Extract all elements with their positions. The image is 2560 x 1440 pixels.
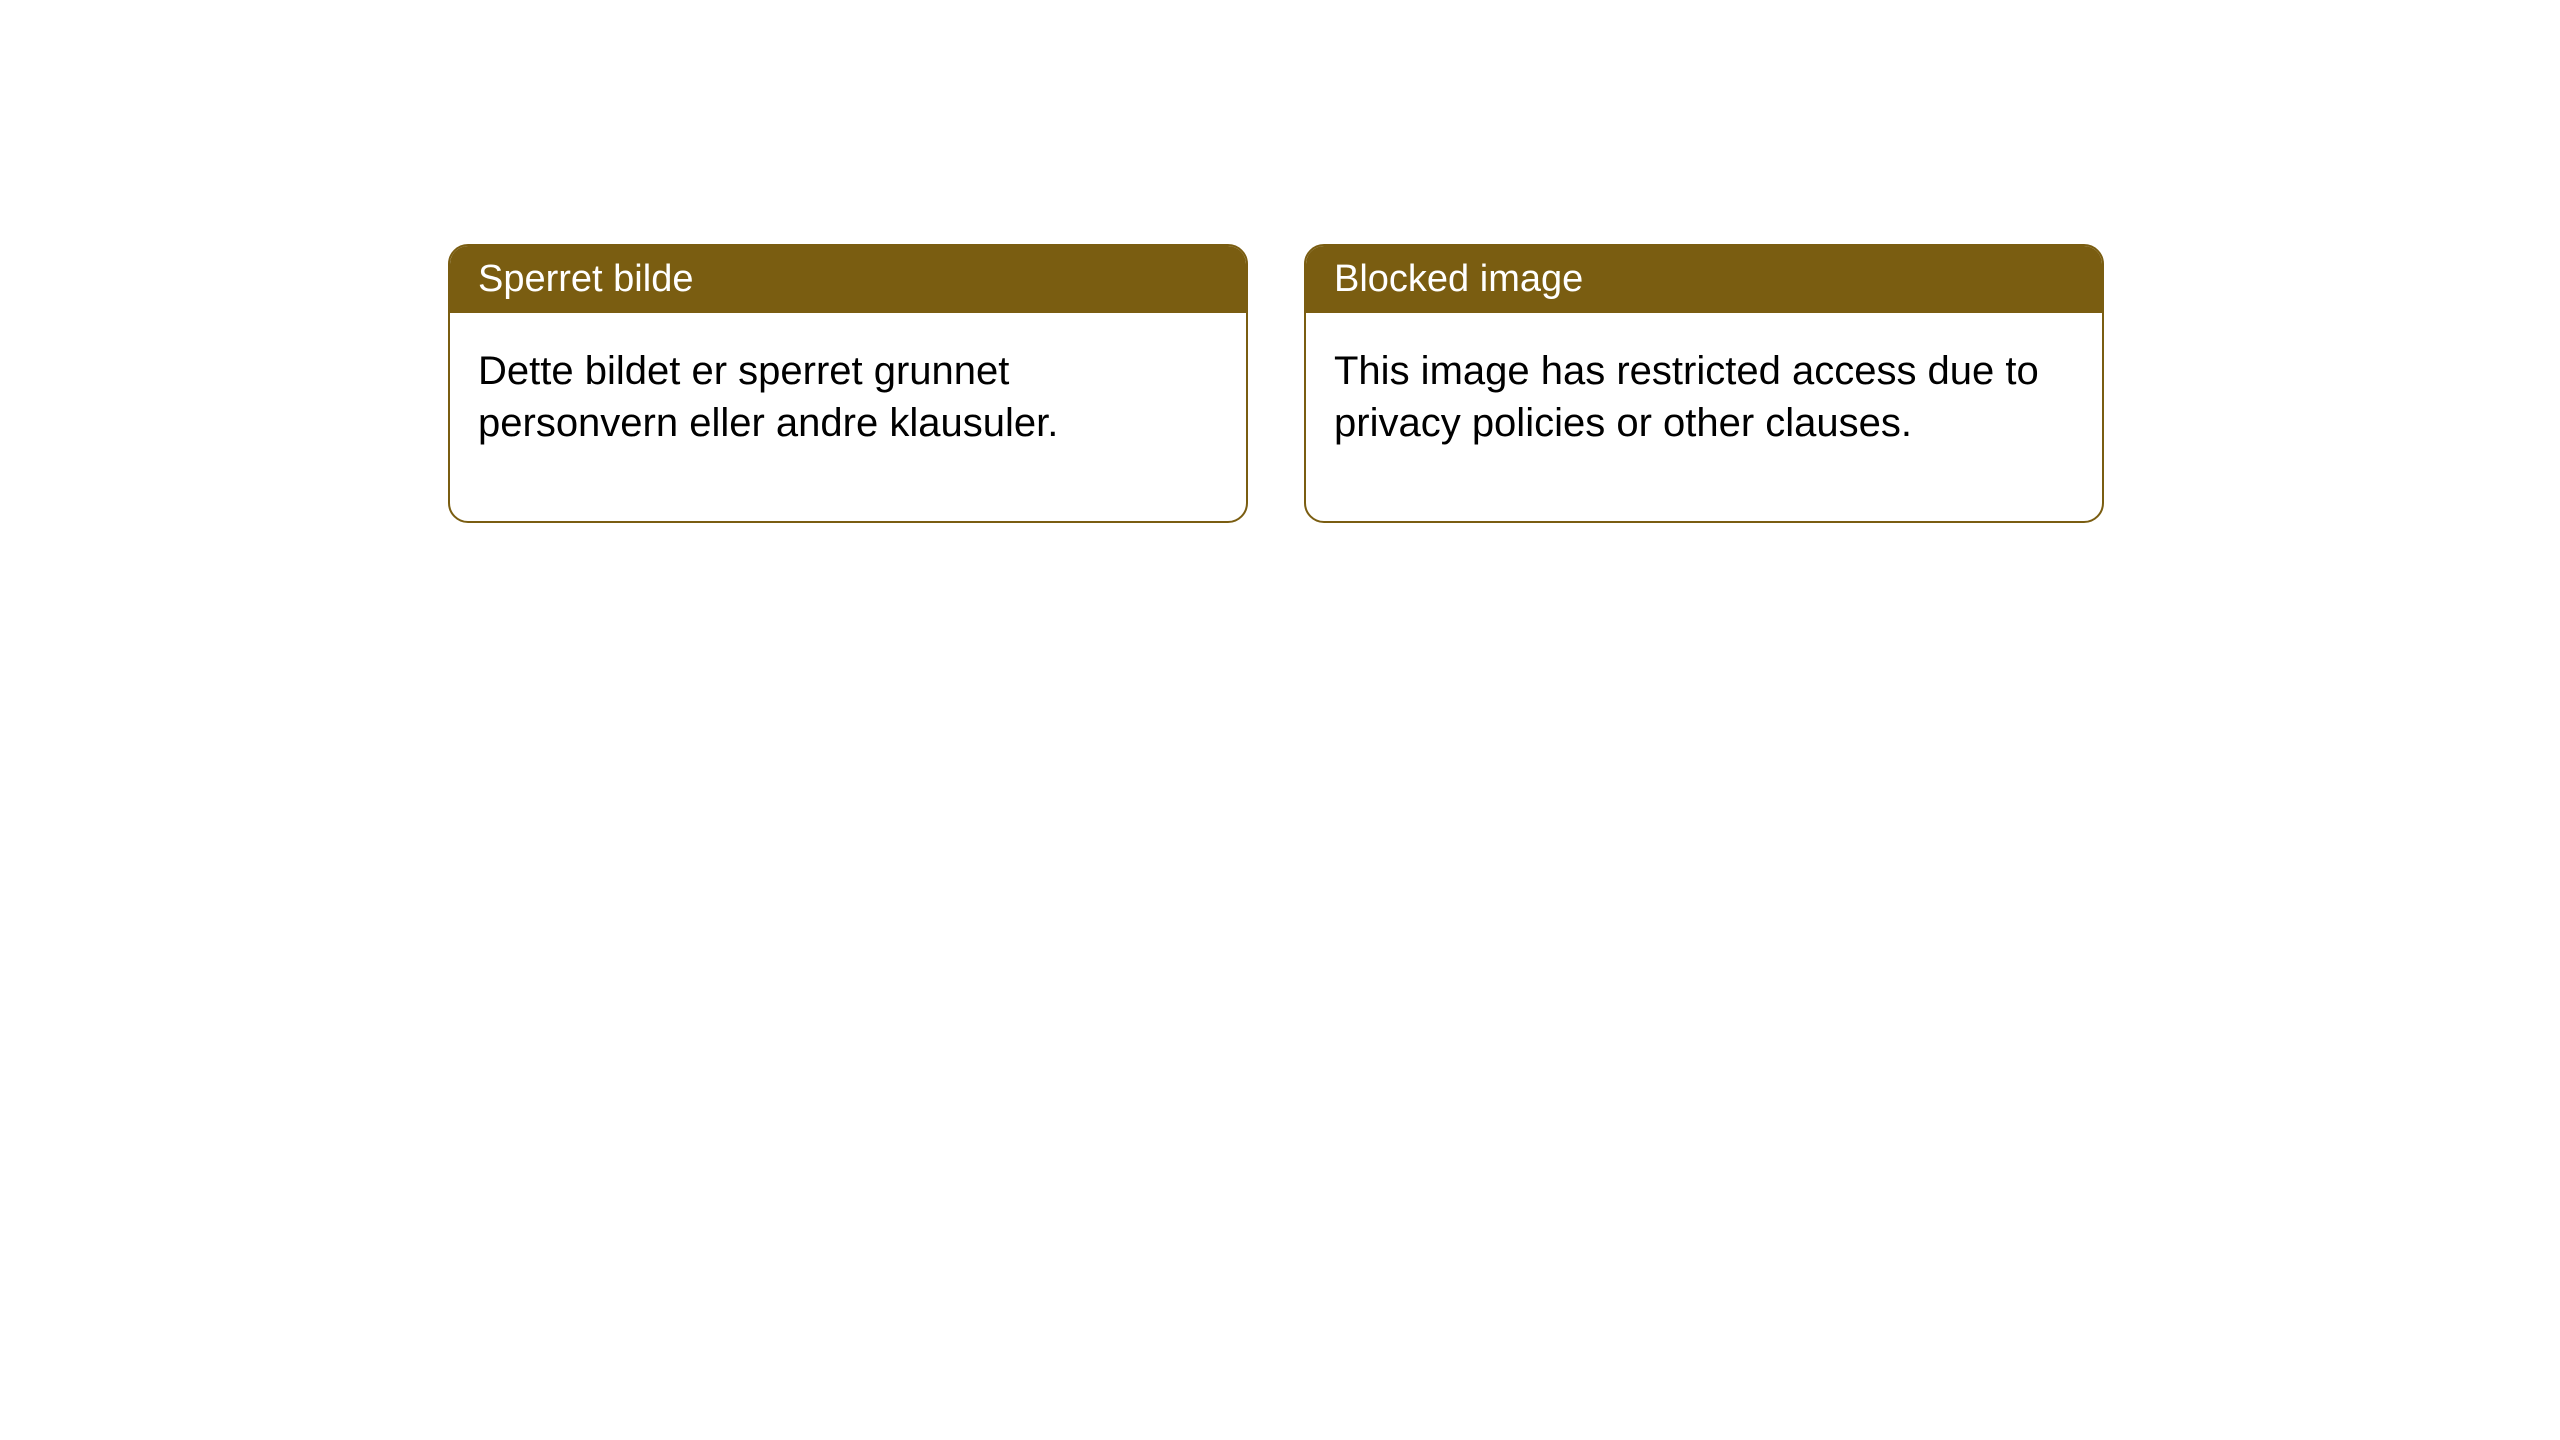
notice-title: Blocked image [1334, 258, 1583, 300]
notice-container: Sperret bilde Dette bildet er sperret gr… [448, 244, 2104, 523]
notice-message: This image has restricted access due to … [1334, 349, 2039, 445]
notice-card-english: Blocked image This image has restricted … [1304, 244, 2104, 523]
notice-body: Dette bildet er sperret grunnet personve… [450, 313, 1246, 521]
notice-message: Dette bildet er sperret grunnet personve… [478, 349, 1058, 445]
notice-body: This image has restricted access due to … [1306, 313, 2102, 521]
notice-card-norwegian: Sperret bilde Dette bildet er sperret gr… [448, 244, 1248, 523]
notice-header: Blocked image [1306, 246, 2102, 313]
notice-header: Sperret bilde [450, 246, 1246, 313]
notice-title: Sperret bilde [478, 258, 693, 300]
